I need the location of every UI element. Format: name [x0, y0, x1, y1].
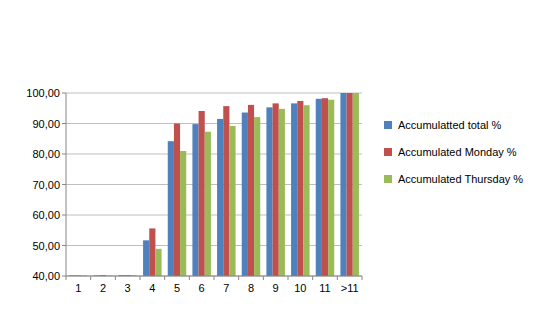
x-tick-label: 1	[75, 282, 81, 294]
legend-label: Accumulatted total %	[398, 119, 502, 131]
x-tick-label: 11	[319, 282, 330, 294]
chart-svg: 40,00 50,00 60,00 70,00 80,00 90,00 100,00 1 2 3 4…	[0, 0, 539, 311]
x-tick-label: 6	[199, 282, 205, 294]
x-tick	[66, 276, 67, 280]
legend-swatch	[384, 175, 392, 183]
bar	[347, 93, 353, 276]
y-tick	[62, 184, 66, 185]
bar	[273, 103, 279, 276]
grid-line	[66, 93, 362, 94]
bar	[168, 141, 174, 276]
x-tick-label: 10	[294, 282, 306, 294]
bar	[322, 98, 328, 276]
legend-swatch	[384, 148, 392, 156]
x-tick	[90, 276, 91, 280]
x-tick	[263, 276, 264, 280]
bar	[174, 124, 180, 277]
x-tick-label: 5	[174, 282, 180, 294]
y-axis	[66, 93, 67, 276]
bar	[180, 151, 186, 276]
x-tick	[288, 276, 289, 280]
x-tick-label: 9	[273, 282, 279, 294]
bar	[297, 101, 303, 276]
x-tick	[337, 276, 338, 280]
bar	[205, 132, 211, 276]
y-tick	[62, 154, 66, 155]
y-tick	[62, 123, 66, 124]
bar	[254, 117, 260, 276]
legend-label: Accumulated Thursday %	[398, 173, 523, 185]
bar	[291, 103, 297, 276]
y-tick	[62, 215, 66, 216]
legend-swatch	[384, 121, 392, 129]
y-tick	[62, 93, 66, 94]
y-tick-label: 80,00	[32, 148, 60, 160]
y-tick-label: 50,00	[32, 240, 60, 252]
x-tick-label: >11	[341, 282, 359, 294]
y-tick	[62, 245, 66, 246]
x-tick	[115, 276, 116, 280]
x-tick-label: 7	[223, 282, 229, 294]
x-tick	[362, 276, 363, 280]
bar	[199, 111, 205, 276]
bar	[149, 228, 155, 276]
chart-container: 40,00 50,00 60,00 70,00 80,00 90,00 100,00 1 2 3 4…	[0, 0, 539, 311]
y-tick-label: 40,00	[32, 270, 60, 282]
y-tick-label: 60,00	[32, 209, 60, 221]
x-tick-label: 2	[100, 282, 106, 294]
x-tick	[140, 276, 141, 280]
x-tick	[189, 276, 190, 280]
x-tick	[214, 276, 215, 280]
bar	[223, 106, 229, 276]
bar	[242, 113, 248, 276]
bar	[266, 107, 272, 276]
bar	[217, 119, 223, 276]
x-tick	[312, 276, 313, 280]
bar	[316, 99, 322, 276]
x-tick-label: 3	[125, 282, 131, 294]
x-tick-label: 4	[149, 282, 155, 294]
bar	[328, 100, 334, 276]
bar	[248, 105, 254, 276]
bar	[143, 240, 149, 276]
legend-label: Accumulated Monday %	[398, 146, 517, 158]
y-tick-label: 70,00	[32, 179, 60, 191]
bars	[69, 93, 359, 276]
bar	[155, 249, 161, 276]
bar	[340, 93, 346, 276]
y-tick-label: 90,00	[32, 118, 60, 130]
bar	[229, 126, 235, 276]
bar	[303, 105, 309, 276]
y-tick-label: 100,00	[26, 87, 60, 99]
x-tick	[238, 276, 239, 280]
bar	[353, 93, 359, 276]
x-tick-label: 8	[248, 282, 254, 294]
y-tick	[62, 276, 66, 277]
bar	[279, 109, 285, 276]
bar	[192, 124, 198, 276]
x-tick	[164, 276, 165, 280]
